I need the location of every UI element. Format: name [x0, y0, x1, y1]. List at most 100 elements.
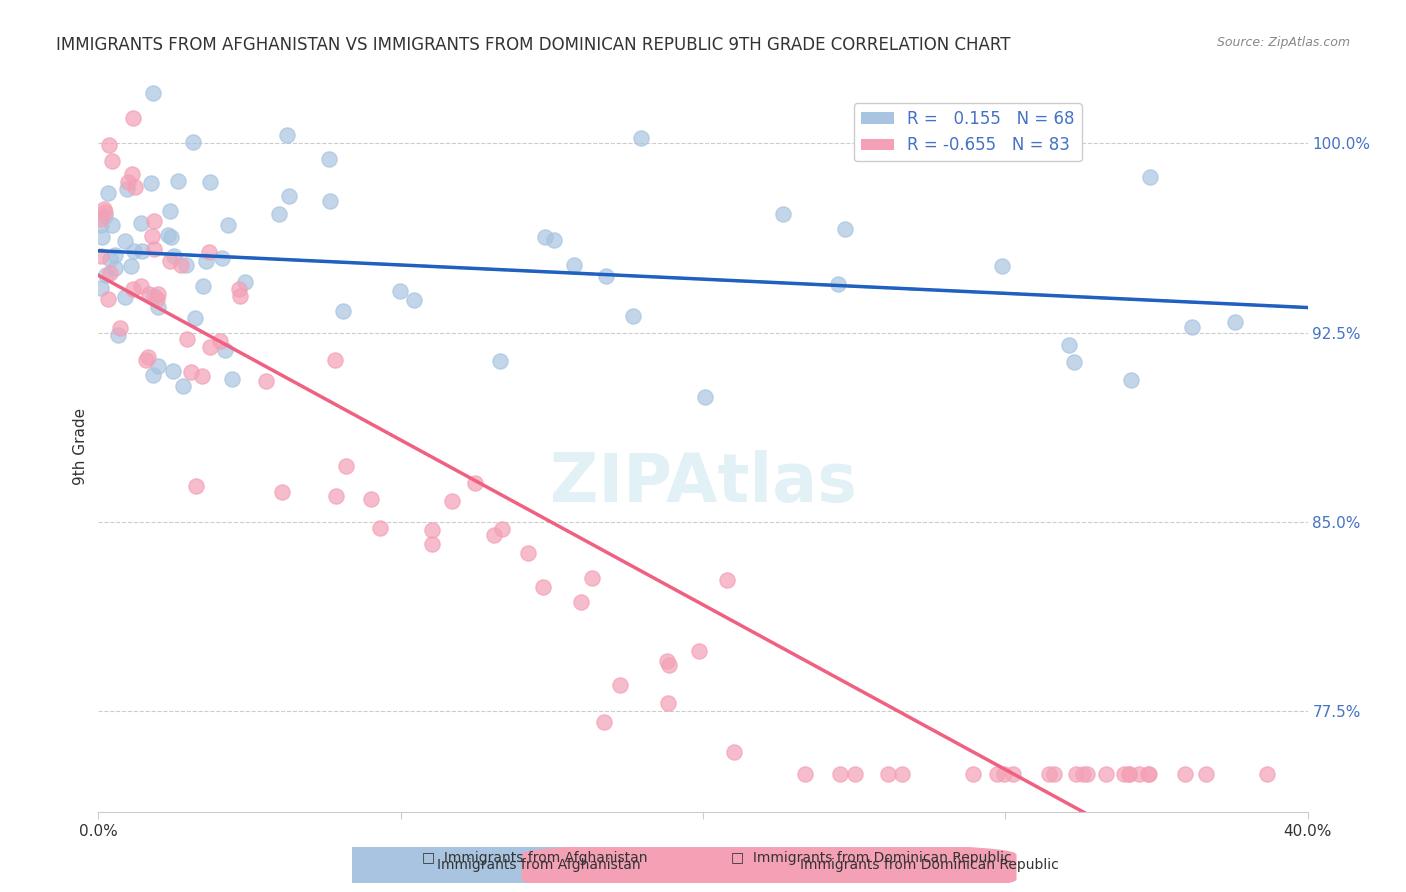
- Point: [148, 301, 170, 315]
- Point: [94, 204, 117, 219]
- Point: [562, 259, 585, 273]
- Point: [772, 207, 794, 221]
- Point: [120, 259, 142, 273]
- Point: [184, 479, 207, 493]
- Point: [156, 227, 179, 242]
- FancyBboxPatch shape: [522, 844, 1017, 890]
- Point: [233, 275, 256, 289]
- Point: [1118, 767, 1140, 781]
- Point: [91, 230, 114, 244]
- Point: [1139, 169, 1161, 184]
- Point: [122, 244, 145, 259]
- Point: [657, 696, 679, 710]
- Point: [828, 767, 851, 781]
- Point: [1095, 767, 1118, 781]
- Point: [181, 135, 204, 149]
- Point: [991, 259, 1014, 273]
- Point: [1136, 767, 1159, 781]
- Point: [159, 204, 181, 219]
- Point: [271, 484, 294, 499]
- Point: [827, 277, 849, 292]
- Point: [198, 341, 221, 355]
- Point: [180, 365, 202, 379]
- Point: [117, 175, 139, 189]
- Point: [323, 353, 346, 368]
- Point: [332, 304, 354, 318]
- Point: [1064, 767, 1087, 781]
- Point: [1195, 767, 1218, 781]
- Point: [1038, 767, 1060, 781]
- Point: [360, 491, 382, 506]
- Point: [491, 522, 513, 536]
- Point: [1114, 767, 1136, 781]
- Point: [420, 537, 443, 551]
- Point: [136, 350, 159, 364]
- Point: [325, 489, 347, 503]
- Point: [97, 186, 120, 200]
- Point: [276, 128, 298, 142]
- Point: [114, 290, 136, 304]
- Point: [1043, 767, 1066, 781]
- Point: [90, 218, 112, 232]
- Point: [834, 221, 856, 235]
- Point: [214, 343, 236, 357]
- Point: [484, 528, 506, 542]
- FancyBboxPatch shape: [159, 844, 652, 890]
- Point: [159, 254, 181, 268]
- Point: [94, 268, 117, 283]
- Point: [122, 111, 145, 125]
- Text: Source: ZipAtlas.com: Source: ZipAtlas.com: [1216, 36, 1350, 49]
- Point: [440, 494, 463, 508]
- Point: [533, 230, 555, 244]
- Point: [1002, 767, 1025, 781]
- Point: [142, 214, 165, 228]
- Point: [98, 252, 121, 267]
- Point: [277, 188, 299, 202]
- Point: [254, 375, 277, 389]
- Point: [143, 289, 166, 303]
- Point: [100, 153, 122, 168]
- Point: [581, 571, 603, 585]
- Text: Immigrants from Dominican Republic: Immigrants from Dominican Republic: [800, 858, 1059, 872]
- Point: [108, 321, 131, 335]
- Point: [269, 207, 291, 221]
- Point: [962, 767, 984, 781]
- Text: □  Immigrants from Dominican Republic: □ Immigrants from Dominican Republic: [731, 851, 1012, 865]
- Point: [1223, 315, 1246, 329]
- Point: [163, 249, 186, 263]
- Point: [1256, 767, 1278, 781]
- Point: [389, 285, 412, 299]
- Point: [228, 282, 250, 296]
- Point: [571, 594, 593, 608]
- Point: [107, 328, 129, 343]
- Point: [139, 176, 162, 190]
- Point: [319, 194, 342, 209]
- Point: [122, 282, 145, 296]
- Point: [693, 390, 716, 404]
- Point: [368, 521, 391, 535]
- Point: [121, 168, 143, 182]
- Point: [335, 459, 357, 474]
- Point: [176, 332, 198, 346]
- Point: [217, 219, 239, 233]
- Point: [877, 767, 900, 781]
- Point: [162, 364, 184, 378]
- Point: [142, 368, 165, 382]
- Point: [146, 359, 169, 374]
- Point: [464, 475, 486, 490]
- Point: [170, 258, 193, 272]
- Point: [90, 211, 112, 226]
- Point: [197, 245, 219, 260]
- Point: [98, 266, 121, 280]
- Point: [1174, 767, 1197, 781]
- Point: [174, 258, 197, 272]
- Point: [420, 523, 443, 537]
- Point: [716, 574, 738, 588]
- Point: [655, 654, 678, 668]
- Point: [104, 261, 127, 276]
- Point: [723, 745, 745, 759]
- Point: [166, 174, 188, 188]
- Point: [794, 767, 817, 781]
- Point: [90, 281, 112, 295]
- Point: [986, 767, 1008, 781]
